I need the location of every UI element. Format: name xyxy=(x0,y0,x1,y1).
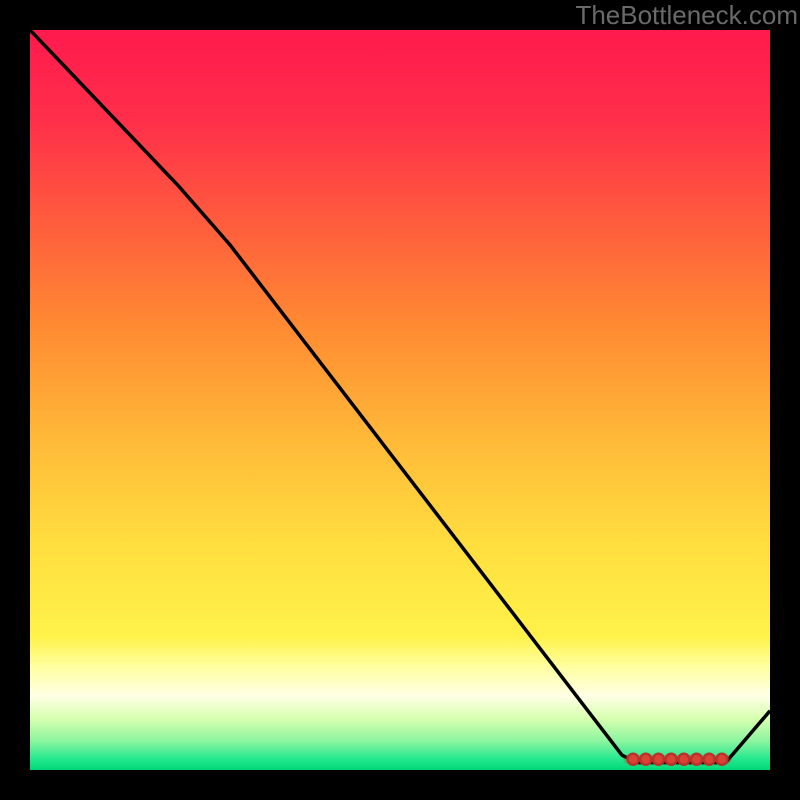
plot-area xyxy=(30,30,770,770)
trough-marker xyxy=(653,754,664,765)
frame-left xyxy=(0,0,30,800)
trough-marker xyxy=(666,754,677,765)
trough-marker xyxy=(640,754,651,765)
plot-svg xyxy=(30,30,770,770)
trough-marker xyxy=(628,754,639,765)
frame-right xyxy=(770,0,800,800)
gradient-background xyxy=(30,30,770,770)
trough-marker xyxy=(716,754,727,765)
attribution-text: TheBottleneck.com xyxy=(575,0,800,31)
trough-marker xyxy=(704,754,715,765)
trough-marker-group xyxy=(628,754,728,765)
frame-bottom xyxy=(0,770,800,800)
trough-marker xyxy=(691,754,702,765)
trough-marker xyxy=(678,754,689,765)
